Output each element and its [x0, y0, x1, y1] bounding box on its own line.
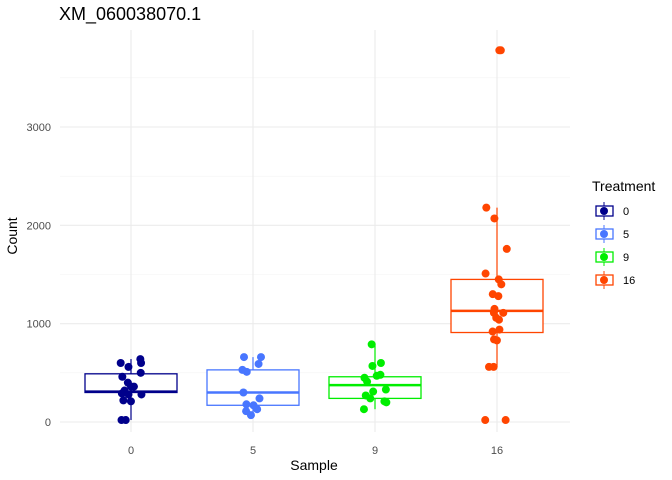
data-point-5	[239, 388, 248, 397]
y-tick-label: 0	[45, 417, 51, 429]
data-point-9	[363, 377, 372, 386]
data-point-0	[118, 372, 127, 381]
y-tick-label: 1000	[27, 319, 51, 331]
data-point-16	[492, 336, 501, 345]
data-point-5	[242, 367, 251, 376]
y-tick-label: 3000	[27, 122, 51, 134]
data-point-9	[376, 359, 385, 367]
data-point-9	[366, 394, 375, 403]
data-point-0	[136, 368, 145, 377]
legend-label: 5	[623, 229, 629, 241]
data-point-9	[372, 371, 381, 380]
data-point-16	[495, 325, 504, 334]
y-axis-label: Count	[4, 217, 20, 254]
data-point-9	[369, 387, 378, 396]
data-point-16	[488, 327, 497, 336]
data-point-5	[254, 359, 263, 368]
box-9	[328, 344, 422, 410]
data-point-0	[119, 396, 128, 405]
data-point-5	[253, 405, 262, 414]
data-point-5	[255, 394, 264, 403]
data-point-16	[497, 280, 506, 289]
data-point-0	[124, 362, 133, 371]
data-point-0	[124, 390, 133, 399]
data-point-16	[482, 203, 491, 212]
data-point-0	[117, 416, 126, 425]
box-iqr	[328, 376, 422, 400]
data-point-16	[484, 362, 493, 371]
legend-label: 9	[623, 252, 629, 264]
legend-label: 0	[623, 206, 629, 218]
boxes	[84, 207, 544, 421]
data-point-0	[116, 359, 125, 367]
legend-title: Treatment	[592, 178, 655, 194]
data-point-0	[137, 390, 146, 399]
data-point-5	[246, 411, 255, 420]
data-point-9	[382, 398, 391, 407]
data-point-9	[367, 340, 376, 349]
x-axis-label: Sample	[290, 457, 338, 473]
legend-key-point	[600, 207, 608, 215]
box-5	[206, 357, 300, 416]
data-point-0	[117, 389, 126, 398]
data-point-16	[494, 292, 503, 301]
legend: Treatment 0 5 9 16	[592, 178, 655, 289]
x-tick-label: 9	[372, 445, 378, 457]
data-point-16	[494, 315, 503, 324]
legend-key-point	[600, 253, 608, 261]
legend-key-point	[600, 276, 608, 284]
grid	[60, 30, 570, 432]
legend-key-point	[600, 230, 608, 238]
data-point-16	[481, 416, 490, 425]
data-point-16	[496, 46, 505, 55]
data-point-5	[256, 353, 265, 362]
y-axis-ticks: 0 1000 2000 3000	[27, 122, 51, 429]
x-tick-label: 5	[250, 445, 256, 457]
x-tick-label: 0	[128, 445, 134, 457]
x-tick-label: 16	[491, 445, 503, 457]
chart-title: XM_060038070.1	[59, 4, 201, 25]
legend-label: 16	[623, 275, 635, 287]
points	[116, 46, 511, 425]
x-axis-ticks: 0 5 9 16	[128, 445, 503, 457]
data-point-0	[129, 382, 138, 391]
data-point-9	[381, 385, 390, 394]
data-point-0	[126, 397, 135, 406]
data-point-16	[499, 308, 508, 317]
data-point-5	[240, 353, 249, 362]
box-iqr	[206, 369, 300, 406]
data-point-16	[490, 214, 499, 223]
y-tick-label: 2000	[27, 220, 51, 232]
data-point-9	[359, 405, 368, 414]
data-point-0	[137, 359, 146, 367]
data-point-16	[501, 416, 510, 425]
data-point-16	[502, 244, 511, 253]
data-point-5	[242, 400, 251, 409]
data-point-9	[368, 361, 377, 370]
data-point-16	[481, 269, 490, 278]
